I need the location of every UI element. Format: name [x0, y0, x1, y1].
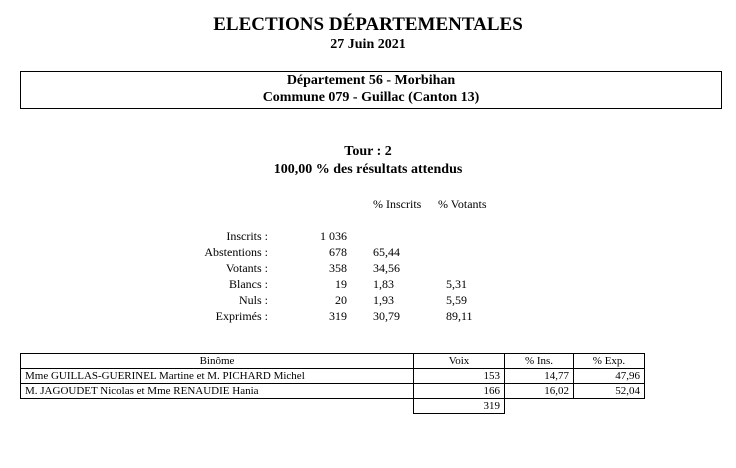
table-row: M. JAGOUDET Nicolas et Mme RENAUDIE Hani…: [20, 383, 645, 399]
results-table: Binôme Voix % Ins. % Exp. Mme GUILLAS-GU…: [20, 353, 645, 414]
header-binome: Binôme: [20, 353, 414, 369]
header-pct-exp: % Exp.: [573, 353, 645, 369]
tour-label: Tour : 2: [344, 144, 392, 159]
location-box: Département 56 - Morbihan Commune 079 - …: [20, 71, 722, 109]
binome: M. JAGOUDET Nicolas et Mme RENAUDIE Hani…: [20, 383, 414, 399]
stat-label: Inscrits :: [226, 229, 268, 243]
stat-value: 358: [329, 261, 347, 275]
stat-pct-inscrits: 1,83: [373, 277, 394, 291]
pct-ins: 14,77: [504, 368, 574, 384]
stat-value: 1 036: [320, 229, 347, 243]
stat-label: Exprimés :: [215, 309, 268, 323]
stat-pct-votants: 5,31: [446, 277, 467, 291]
election-date: 27 Juin 2021: [330, 37, 406, 52]
table-row: Mme GUILLAS-GUERINEL Martine et M. PICHA…: [20, 368, 645, 384]
col-pct-inscrits: % Inscrits: [373, 197, 422, 211]
stat-value: 678: [329, 245, 347, 259]
stat-label: Nuls :: [238, 293, 268, 307]
stat-pct-inscrits: 34,56: [373, 261, 400, 275]
header-pct-ins: % Ins.: [504, 353, 574, 369]
departement: Département 56 - Morbihan: [286, 73, 456, 88]
binome: Mme GUILLAS-GUERINEL Martine et M. PICHA…: [20, 368, 414, 384]
header-voix: Voix: [413, 353, 505, 369]
stat-label: Blancs :: [229, 277, 268, 291]
stat-pct-inscrits: 1,93: [373, 293, 394, 307]
stat-pct-votants: 5,59: [446, 293, 467, 307]
stat-value: 20: [335, 293, 347, 307]
stat-value: 319: [329, 309, 347, 323]
stat-label: Abstentions :: [204, 245, 268, 259]
voix: 153: [413, 368, 505, 384]
table-header: Binôme Voix % Ins. % Exp.: [20, 353, 645, 369]
stat-pct-inscrits: 65,44: [373, 245, 400, 259]
stat-label: Votants :: [225, 261, 268, 275]
pct-ins: 16,02: [504, 383, 574, 399]
page-title: ELECTIONS DÉPARTEMENTALES: [213, 14, 523, 35]
results-expected: 100,00 % des résultats attendus: [273, 162, 463, 177]
total-voix: 319: [413, 398, 505, 414]
pct-exp: 52,04: [573, 383, 645, 399]
stat-pct-votants: 89,11: [446, 309, 473, 323]
stat-value: 19: [335, 277, 347, 291]
commune: Commune 079 - Guillac (Canton 13): [262, 90, 480, 105]
voix: 166: [413, 383, 505, 399]
col-pct-votants: % Votants: [438, 197, 487, 211]
total-row: 319: [21, 398, 645, 414]
stat-pct-inscrits: 30,79: [373, 309, 400, 323]
pct-exp: 47,96: [573, 368, 645, 384]
